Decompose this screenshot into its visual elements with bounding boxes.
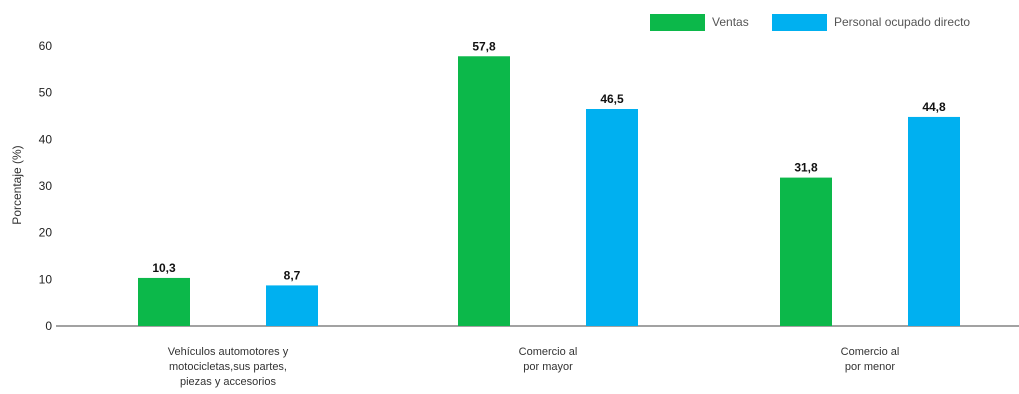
legend-label-personal: Personal ocupado directo [834,15,970,29]
y-tick-label: 10 [39,272,53,286]
y-tick-label: 40 [39,132,53,146]
category-label: Comercio al por menor [841,346,900,373]
legend-swatch-personal [772,14,827,31]
y-tick-label: 30 [39,179,53,193]
data-label: 46,5 [600,92,624,106]
bar-personal-1 [586,109,638,326]
legend: Ventas Personal ocupado directo [650,14,970,31]
y-tick-label: 0 [45,319,52,333]
category-label: Vehículos automotores y motocicletas,sus … [168,346,289,388]
y-tick-label: 50 [39,86,53,100]
bar-ventas-0 [138,277,190,326]
bar-personal-0 [266,285,318,326]
data-label: 8,7 [284,268,301,282]
bars: 10,3 57,8 31,8 8,7 46,5 44,8 [138,39,960,327]
data-label: 31,8 [794,161,818,175]
legend-label-ventas: Ventas [712,15,749,29]
data-label: 10,3 [152,261,176,275]
bar-ventas-2 [780,177,832,326]
data-label: 57,8 [472,39,496,53]
y-tick-label: 60 [39,39,53,53]
data-label: 44,8 [922,100,946,114]
category-label: Comercio al por mayor [519,346,578,373]
y-axis-label: Porcentaje (%) [10,145,24,224]
bar-personal-2 [908,116,960,326]
y-tick-label: 20 [39,226,53,240]
bar-ventas-1 [458,56,510,327]
legend-swatch-ventas [650,14,705,31]
category-labels: Vehículos automotores y motocicletas,sus … [168,346,900,388]
y-axis-ticks: 0 10 20 30 40 50 60 [39,39,66,333]
